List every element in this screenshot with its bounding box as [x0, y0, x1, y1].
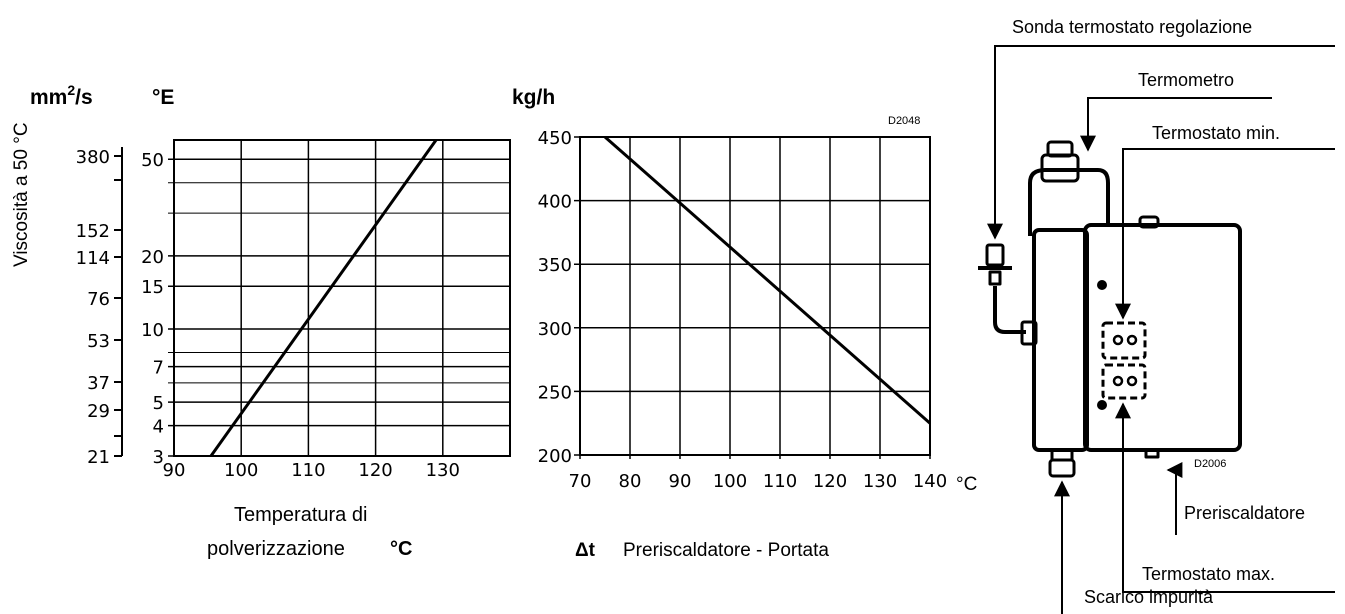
engler-tick-label: 50 — [141, 150, 164, 171]
temperature-tick-label: 100 — [224, 460, 258, 481]
mm2s-tick-label: 114 — [76, 248, 110, 269]
thermostat-max-knob-2 — [1126, 375, 1138, 387]
bottom-fitting — [1144, 448, 1160, 459]
termometro-leader — [1080, 97, 1272, 152]
engler-tick-label: 15 — [141, 277, 164, 298]
body-knob-lower — [1097, 400, 1107, 410]
delta-t-tick-label: 130 — [863, 471, 897, 492]
viscosity-line — [209, 139, 438, 457]
flow-tick-label: 250 — [538, 382, 572, 403]
probe-neck — [988, 270, 1002, 286]
temperature-tick-label: 120 — [358, 460, 392, 481]
upper-header — [1028, 168, 1110, 236]
diagram-code-d2006: D2006 — [1194, 458, 1226, 470]
mm2s-tick-label: 76 — [87, 289, 110, 310]
flow-line — [604, 135, 931, 425]
viscosity-axis-title: Viscosità a 50 °C — [11, 122, 32, 267]
label-termostato-max: Termostato max. — [1142, 564, 1275, 584]
flow-tick-label: 200 — [538, 446, 572, 467]
delta-t-tick-label: 80 — [619, 471, 642, 492]
preriscaldatore-leader — [1166, 462, 1183, 535]
flow-tick-label: 300 — [538, 319, 572, 340]
mm2s-tick-label: 37 — [87, 373, 110, 394]
mm2s-tick-group: 21 29 37 53 76 114 152 380 — [76, 147, 122, 468]
temperature-tick-label: 90 — [163, 460, 186, 481]
delta-t-tick-label: 120 — [813, 471, 847, 492]
chart-code-d2048: D2048 — [888, 115, 920, 127]
thermometer-cap — [1046, 140, 1074, 158]
thermostat-min-knob-1 — [1112, 334, 1124, 346]
viscosity-plot-frame — [173, 139, 511, 457]
delta-t-axis-unit: °C — [956, 474, 977, 495]
probe-pipe — [993, 286, 1026, 334]
delta-t-axis-title: Preriscaldatore - Portata — [623, 540, 829, 561]
delta-t-symbol: Δt — [575, 540, 596, 561]
preheater-diagram — [978, 140, 1242, 478]
diagram-labels: Sonda termostato regolazione Termometro … — [1012, 17, 1305, 607]
mm2s-tick-label: 29 — [87, 401, 110, 422]
delta-t-tick-label: 110 — [763, 471, 797, 492]
temperature-tick-label: 110 — [291, 460, 325, 481]
temperature-tick-labels: 90 100 110 120 130 — [163, 460, 460, 481]
delta-t-tick-label: 100 — [713, 471, 747, 492]
mm2s-unit-label: mm2/s — [30, 82, 93, 109]
mm2s-tick-label: 53 — [87, 331, 110, 352]
viscosity-grid — [168, 139, 511, 457]
viscosity-chart: Viscosità a 50 °C mm2/s °E 2129375376114… — [11, 82, 511, 560]
thermostat-min-knob-2 — [1126, 334, 1138, 346]
termostato-min-leader — [1115, 148, 1335, 320]
engler-tick-label: 4 — [153, 417, 164, 438]
label-sonda: Sonda termostato regolazione — [1012, 17, 1252, 37]
engler-tick-label: 7 — [153, 358, 164, 379]
thermostat-min-box — [1101, 321, 1147, 360]
flow-grid — [574, 136, 931, 459]
probe-connector — [1020, 320, 1038, 346]
thermostat-max-knob-1 — [1112, 375, 1124, 387]
engler-tick-label: 20 — [141, 247, 164, 268]
body-knob-upper — [1097, 280, 1107, 290]
termostato-max-leader — [1115, 402, 1335, 593]
preheater-body — [1083, 223, 1242, 452]
label-termometro: Termometro — [1138, 70, 1234, 90]
sonda-leader — [987, 45, 1335, 240]
delta-t-tick-label: 70 — [569, 471, 592, 492]
kgh-unit-label: kg/h — [512, 86, 555, 109]
drain-plug — [1048, 458, 1076, 478]
engler-tick-label: 3 — [153, 447, 164, 468]
engler-tick-label: 10 — [141, 320, 164, 341]
preheater-flow-chart: kg/h D2048 200 250 300 350 400 450 70 80 90 100 1… — [512, 86, 977, 561]
delta-t-tick-label: 140 — [913, 471, 947, 492]
probe-head — [985, 243, 1005, 267]
diagram-callouts — [987, 45, 1335, 614]
mm2s-tick-label: 152 — [76, 221, 110, 242]
mm2s-tick-label: 380 — [76, 147, 110, 168]
delta-t-tick-labels: 70 80 90 100 110 120 130 140 — [569, 471, 948, 492]
flow-tick-label: 350 — [538, 255, 572, 276]
thermostat-max-box — [1101, 363, 1147, 400]
engler-unit-label: °E — [152, 86, 174, 109]
engler-tick-label: 5 — [153, 393, 164, 414]
label-termostato-min: Termostato min. — [1152, 123, 1280, 143]
label-preriscaldatore: Preriscaldatore — [1184, 503, 1305, 523]
front-cylinder — [1032, 228, 1089, 452]
temperature-axis-title-line1: Temperatura di — [234, 504, 367, 526]
viscosity-series — [209, 139, 438, 457]
flow-series — [604, 135, 931, 425]
label-scarico: Scarico impurità — [1084, 587, 1214, 607]
mm2s-tick-label: 21 — [87, 447, 110, 468]
flow-tick-labels: 200 250 300 350 400 450 — [538, 128, 572, 467]
temperature-axis-title-line2: polverizzazione — [207, 538, 345, 560]
engler-tick-labels: 3 4 5 7 10 15 20 50 — [141, 150, 164, 468]
delta-t-tick-label: 90 — [669, 471, 692, 492]
temperature-axis-unit: °C — [390, 538, 412, 560]
flow-tick-label: 450 — [538, 128, 572, 149]
flow-plot-frame — [579, 136, 931, 456]
top-fitting — [1138, 215, 1160, 229]
temperature-tick-label: 130 — [426, 460, 460, 481]
flow-tick-label: 400 — [538, 192, 572, 213]
